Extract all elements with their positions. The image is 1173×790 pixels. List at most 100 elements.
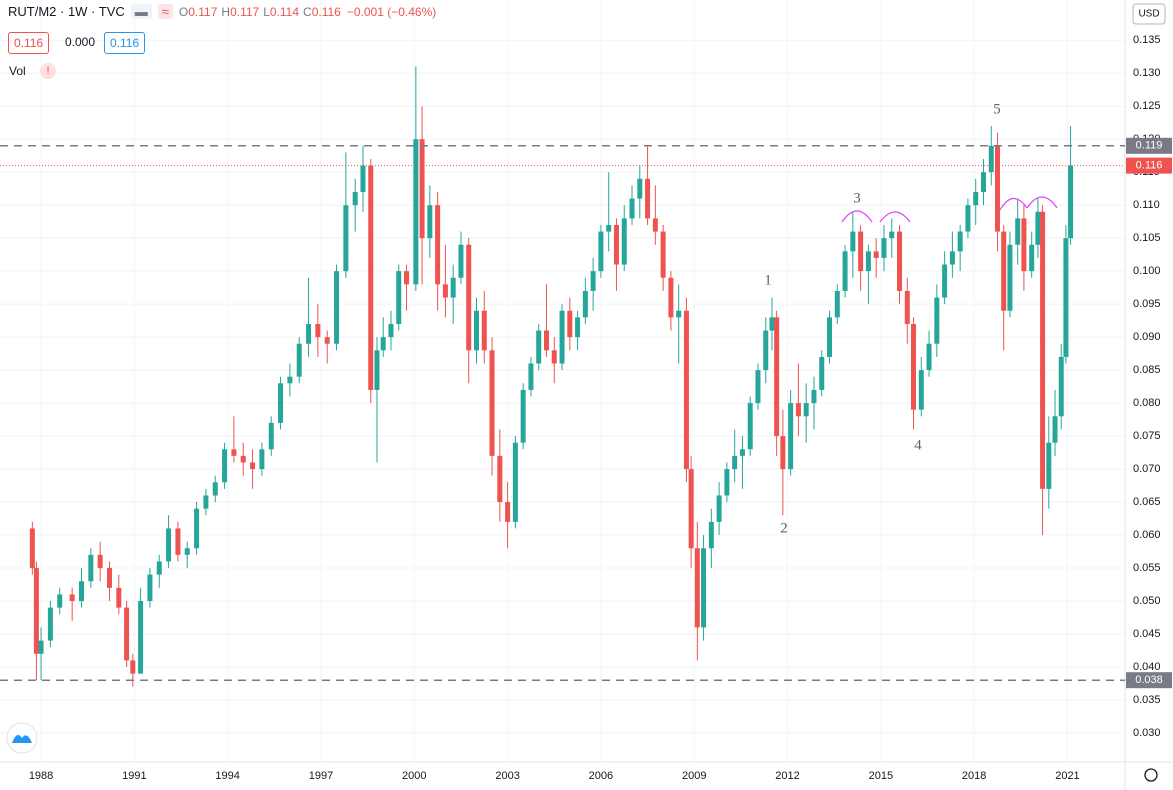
candle-body: [505, 502, 511, 522]
candle-body: [1046, 442, 1052, 489]
x-tick-label: 2003: [495, 770, 519, 782]
candle-body: [69, 594, 75, 602]
annotation: 4: [914, 437, 922, 453]
ohlc-key: C: [303, 4, 312, 19]
candle-body: [156, 561, 162, 575]
candle-body: [559, 310, 565, 364]
candle-body: [1015, 218, 1021, 245]
ohlc-key: H: [221, 4, 231, 19]
candle-body: [1063, 238, 1069, 357]
candle-body: [466, 244, 472, 351]
button[interactable]: ≈: [157, 4, 173, 19]
candle-body: [324, 337, 330, 344]
y-tick-label: 0.055: [1133, 562, 1161, 574]
candle-body: [897, 231, 903, 291]
candle-body: [1068, 165, 1074, 239]
warning[interactable]: !: [40, 63, 56, 79]
candle-body: [124, 607, 130, 661]
candle-body: [865, 251, 871, 272]
candle-body: [334, 271, 340, 344]
x-tick-label: 2018: [962, 770, 986, 782]
y-tick-label: 0.030: [1133, 727, 1161, 739]
ohlc: O0.117 H0.117 L0.114 C0.116: [179, 5, 341, 19]
candle-body: [368, 165, 374, 390]
ohlc-key: O: [178, 4, 189, 19]
x-tick-label: 2000: [402, 770, 426, 782]
price-label-box: [1126, 137, 1172, 154]
candle-body: [240, 455, 246, 463]
candle-body: [278, 383, 284, 423]
candle-body: [38, 640, 44, 654]
candle-body: [934, 297, 940, 344]
candle-body: [130, 660, 136, 674]
candle-body: [683, 310, 689, 470]
candle-body: [668, 277, 674, 318]
price-label: 0.119: [1136, 140, 1163, 152]
x-tick-label: 2012: [775, 770, 799, 782]
candle-body: [755, 370, 761, 404]
candle-body: [528, 363, 534, 390]
y-tick-label: 0.125: [1133, 100, 1161, 112]
candle-body: [543, 330, 549, 351]
ohlc-value: 0.117: [188, 4, 218, 19]
candle-body: [47, 607, 53, 641]
price-label: 0.038: [1135, 674, 1163, 686]
candle-body: [827, 317, 833, 357]
candle-body: [404, 271, 410, 285]
candle-body: [910, 323, 916, 410]
settings-icon[interactable]: [1144, 768, 1158, 782]
candle-body: [1007, 244, 1013, 311]
candle-body: [380, 337, 386, 351]
value-box: 0.116: [104, 32, 146, 54]
candle-body: [250, 462, 256, 470]
candle-body: [374, 350, 380, 390]
candle-body: [701, 548, 707, 628]
value-box: 0.116: [8, 32, 50, 54]
candle-body: [811, 389, 817, 404]
candle-body: [858, 231, 864, 272]
candle-body: [88, 554, 94, 582]
candle-body: [352, 191, 358, 206]
candle-body: [842, 251, 848, 291]
overlay: 1 2 3 4 5: [764, 101, 1058, 536]
candle-body: [520, 389, 526, 443]
candle-body: [442, 284, 448, 298]
candle-body: [926, 343, 932, 371]
candle-body: [724, 469, 730, 496]
candle-body: [629, 198, 635, 219]
x-tick-label: 1988: [29, 770, 53, 782]
logo-mark: [12, 734, 32, 743]
candle-body: [606, 224, 612, 232]
candle-body: [994, 145, 1000, 232]
candle-body: [268, 422, 274, 450]
currency-box[interactable]: [1132, 3, 1166, 25]
candle-body: [980, 172, 986, 192]
x-tick-label: 1991: [122, 770, 146, 782]
candle-body: [166, 528, 172, 562]
candle-body: [1058, 356, 1064, 417]
candle-body: [988, 145, 994, 173]
candle-body: [1040, 211, 1046, 489]
candle-body: [512, 442, 518, 522]
candle-body: [716, 495, 722, 522]
candle-body: [957, 231, 963, 252]
change: −0.001 (−0.46%): [346, 4, 437, 19]
y-tick-label: 0.065: [1133, 496, 1161, 508]
button[interactable]: ▬: [130, 4, 152, 19]
annotation: 3: [853, 190, 861, 206]
candle-body: [965, 205, 971, 232]
symbol: RUT/M2 · 1W · TVC: [8, 4, 125, 19]
candle-body: [747, 403, 753, 450]
candle-body: [788, 403, 794, 470]
candle-body: [116, 587, 122, 608]
candle-body: [212, 482, 218, 496]
candle-body: [850, 231, 856, 252]
candle-body: [419, 139, 425, 239]
candle-body: [306, 323, 312, 344]
annotation: 5: [993, 101, 1001, 117]
candle-body: [780, 436, 786, 470]
candle-body: [259, 449, 265, 470]
candle-body: [873, 251, 879, 258]
